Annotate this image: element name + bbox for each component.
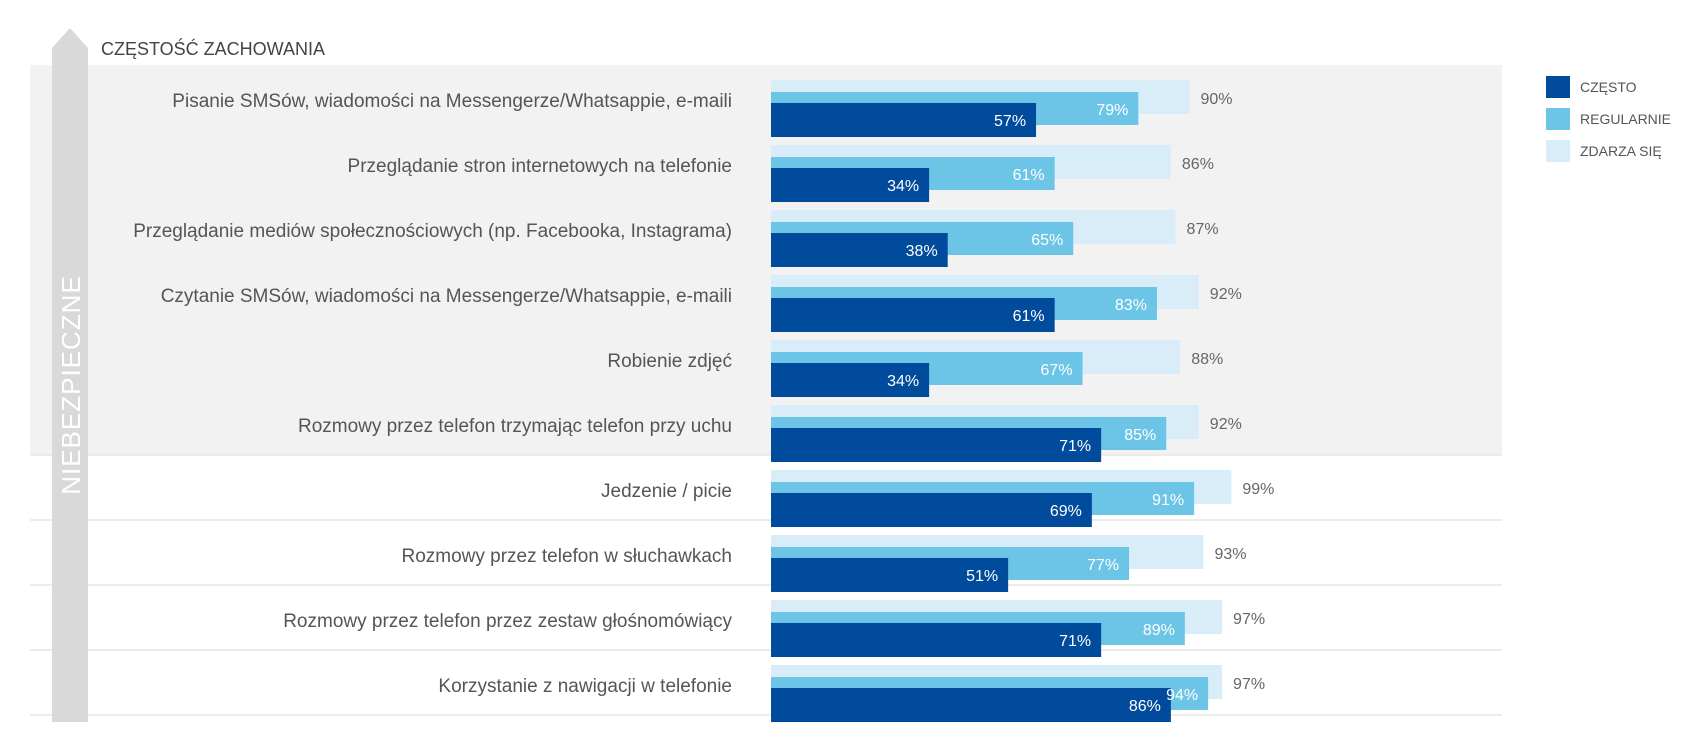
value-label-zdarza-sie: 93% [1214, 546, 1246, 563]
bar-czesto [771, 688, 1171, 722]
value-label-zdarza-sie: 99% [1242, 481, 1274, 498]
value-label-czesto: 86% [1129, 698, 1161, 715]
value-label-regularnie: 83% [1115, 297, 1147, 314]
bar-czesto [771, 623, 1102, 657]
value-label-czesto: 61% [1013, 308, 1045, 325]
bar-row: Rozmowy przez telefon w słuchawkach 93% 77… [401, 535, 1246, 592]
value-label-zdarza-sie: 90% [1201, 91, 1233, 108]
category-label: Pisanie SMSów, wiadomości na Messengerze… [172, 91, 732, 112]
bar-row: Robienie zdjęć 88% 67% 34% [607, 340, 1223, 397]
legend-swatch [1546, 140, 1570, 162]
value-label-regularnie: 65% [1031, 232, 1063, 249]
risk-axis-label: NIEBEZPIECZNE [56, 275, 86, 495]
bar-czesto [771, 428, 1102, 462]
bar-row: Pisanie SMSów, wiadomości na Messengerze… [172, 80, 1233, 137]
value-label-zdarza-sie: 97% [1233, 676, 1265, 693]
bar-row: Korzystanie z nawigacji w telefonie 97% 94… [438, 665, 1265, 722]
bar-czesto [771, 168, 930, 202]
category-label: Rozmowy przez telefon przez zestaw głośn… [283, 611, 732, 632]
value-label-czesto: 71% [1059, 438, 1091, 455]
category-label: Przeglądanie stron internetowych na tele… [348, 156, 732, 177]
value-label-regularnie: 67% [1041, 362, 1073, 379]
category-label: Rozmowy przez telefon w słuchawkach [401, 546, 732, 567]
legend-label: ZDARZA SIĘ [1580, 143, 1662, 159]
value-label-zdarza-sie: 92% [1210, 416, 1242, 433]
legend-label: REGULARNIE [1580, 111, 1671, 127]
legend-swatch [1546, 108, 1570, 130]
risk-axis-arrow [52, 28, 88, 722]
category-label: Jedzenie / picie [601, 481, 732, 502]
bar-rows: Pisanie SMSów, wiadomości na Messengerze… [133, 80, 1274, 722]
row-separators [30, 454, 1502, 716]
value-label-regularnie: 61% [1013, 167, 1045, 184]
risk-axis: NIEBEZPIECZNE [52, 28, 88, 722]
bar-czesto [771, 298, 1055, 332]
highlight-background [30, 65, 1502, 455]
chart-title: CZĘSTOŚĆ ZACHOWANIA [101, 38, 325, 59]
value-label-zdarza-sie: 86% [1182, 156, 1214, 173]
value-label-regularnie: 89% [1143, 622, 1175, 639]
bar-row: Rozmowy przez telefon przez zestaw głośn… [283, 600, 1265, 657]
value-label-czesto: 71% [1059, 633, 1091, 650]
value-label-zdarza-sie: 87% [1187, 221, 1219, 238]
bar-czesto [771, 363, 930, 397]
value-label-regularnie: 85% [1124, 427, 1156, 444]
legend-label: CZĘSTO [1580, 79, 1637, 95]
bar-row: Rozmowy przez telefon trzymając telefon … [298, 405, 1242, 462]
bar-czesto [771, 558, 1009, 592]
value-label-regularnie: 91% [1152, 492, 1184, 509]
value-label-czesto: 51% [966, 568, 998, 585]
bar-row: Czytanie SMSów, wiadomości na Messengerz… [161, 275, 1242, 332]
bar-row: Przeglądanie stron internetowych na tele… [348, 145, 1214, 202]
value-label-zdarza-sie: 88% [1191, 351, 1223, 368]
bar-row: Jedzenie / picie 99% 91% 69% [601, 470, 1274, 527]
category-label: Czytanie SMSów, wiadomości na Messengerz… [161, 286, 732, 307]
category-label: Przeglądanie mediów społecznościowych (n… [133, 221, 732, 242]
value-label-zdarza-sie: 92% [1210, 286, 1242, 303]
value-label-regularnie: 77% [1087, 557, 1119, 574]
value-label-regularnie: 79% [1096, 102, 1128, 119]
category-label: Robienie zdjęć [607, 351, 732, 372]
category-label: Rozmowy przez telefon trzymając telefon … [298, 416, 732, 437]
value-label-regularnie: 94% [1166, 687, 1198, 704]
legend: CZĘSTO REGULARNIE ZDARZA SIĘ [1546, 76, 1671, 162]
legend-swatch [1546, 76, 1570, 98]
value-label-czesto: 34% [887, 178, 919, 195]
value-label-czesto: 38% [906, 243, 938, 260]
bar-row: Przeglądanie mediów społecznościowych (n… [133, 210, 1219, 267]
bar-czesto [771, 103, 1037, 137]
value-label-zdarza-sie: 97% [1233, 611, 1265, 628]
category-label: Korzystanie z nawigacji w telefonie [438, 676, 732, 697]
bar-czesto [771, 493, 1092, 527]
bar-czesto [771, 233, 948, 267]
value-label-czesto: 57% [994, 113, 1026, 130]
value-label-czesto: 69% [1050, 503, 1082, 520]
value-label-czesto: 34% [887, 373, 919, 390]
